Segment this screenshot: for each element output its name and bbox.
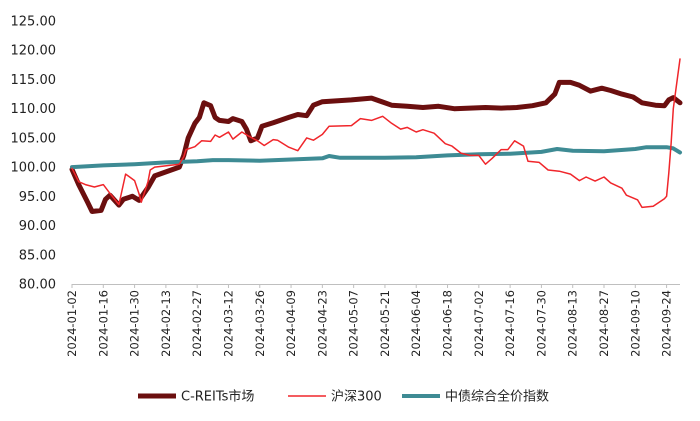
y-tick-label: 115.00 [11, 73, 57, 88]
x-tick-label: 2024-09-24 [660, 290, 674, 357]
legend-label-1: C-REITs市场 [181, 389, 254, 405]
series-line-1 [69, 79, 683, 214]
y-tick-label: 110.00 [11, 102, 57, 117]
x-tick-label: 2024-07-16 [503, 290, 517, 357]
x-tick-label: 2024-03-12 [221, 290, 235, 357]
x-tick-label: 2024-02-13 [159, 290, 173, 357]
x-tick-label: 2024-03-26 [253, 290, 267, 357]
y-tick-label: 95.00 [19, 190, 56, 205]
x-tick-label: 2024-05-21 [378, 290, 392, 357]
series-group [69, 58, 683, 214]
axes: 80.00 85.00 90.00 95.00 100.00 105.00 110.00 11… [11, 15, 680, 357]
y-tick-label: 105.00 [11, 131, 57, 146]
y-tick-label: 90.00 [19, 219, 56, 234]
x-tick-label: 2024-08-27 [597, 290, 611, 357]
x-tick-label: 2024-02-27 [190, 290, 204, 357]
y-tick-label: 120.00 [11, 44, 57, 59]
x-tick-label: 2024-09-10 [628, 290, 642, 357]
x-tick-label: 2024-06-04 [409, 290, 423, 357]
x-tick-label: 2024-07-30 [534, 290, 548, 357]
series-line-3 [70, 145, 682, 170]
x-tick-label: 2024-01-02 [65, 290, 79, 357]
x-tick-label: 2024-01-16 [96, 290, 110, 357]
y-tick-label: 100.00 [11, 161, 57, 176]
x-tick-label: 2024-05-07 [347, 290, 361, 357]
x-tick-label: 2024-08-13 [566, 290, 580, 357]
series-line-2 [71, 58, 681, 209]
legend: C-REITs市场 沪深300 中债综合全价指数 [138, 389, 549, 405]
legend-label-3: 中债综合全价指数 [445, 389, 549, 405]
legend-label-2: 沪深300 [331, 389, 382, 405]
x-tick-label: 2024-04-23 [315, 290, 329, 357]
y-tick-label: 125.00 [11, 15, 57, 30]
y-tick-label: 85.00 [19, 248, 56, 263]
x-tick-label: 2024-06-18 [441, 290, 455, 357]
x-tick-label: 2024-07-02 [472, 290, 486, 357]
x-tick-label: 2024-01-30 [128, 290, 142, 357]
x-tick-label: 2024-04-09 [284, 290, 298, 357]
y-tick-label: 80.00 [19, 278, 56, 293]
